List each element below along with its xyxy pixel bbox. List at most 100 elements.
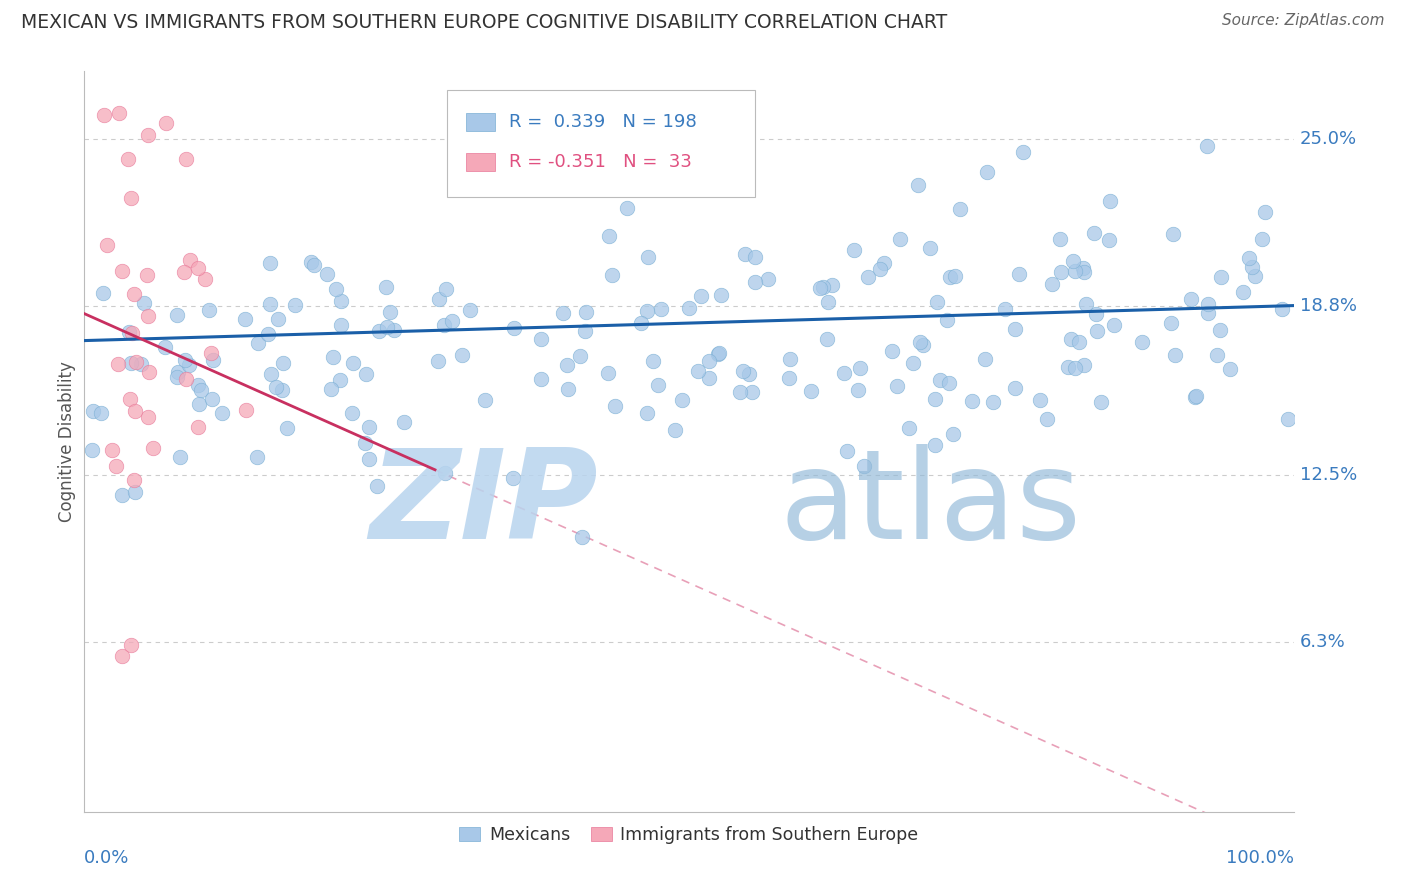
Point [136, 309, 159, 323]
Point [928, 373, 950, 387]
Legend: Mexicans, Immigrants from Southern Europe: Mexicans, Immigrants from Southern Europ… [453, 819, 925, 851]
Point [848, 383, 870, 397]
Point [1241, 260, 1264, 275]
Point [756, 271, 779, 285]
Point [1164, 348, 1187, 362]
Point [993, 301, 1015, 316]
Point [118, 392, 141, 406]
Point [1074, 297, 1097, 311]
Point [530, 372, 553, 386]
Point [820, 278, 842, 293]
Point [924, 392, 946, 407]
Point [907, 178, 929, 192]
Point [129, 357, 152, 371]
Point [671, 392, 693, 407]
Point [832, 367, 855, 381]
Point [1197, 297, 1219, 311]
Point [1083, 226, 1105, 240]
Point [935, 313, 957, 327]
Point [259, 297, 281, 311]
Point [264, 380, 287, 394]
Point [897, 421, 920, 435]
Point [856, 269, 879, 284]
Point [1232, 285, 1254, 300]
Point [1067, 334, 1090, 349]
Point [1244, 269, 1267, 284]
Point [458, 303, 481, 318]
Point [1060, 332, 1083, 346]
Point [173, 265, 195, 279]
Point [918, 241, 941, 255]
Point [779, 352, 801, 367]
Point [1004, 381, 1026, 395]
FancyBboxPatch shape [467, 153, 495, 170]
Point [1206, 349, 1229, 363]
Text: MEXICAN VS IMMIGRANTS FROM SOUTHERN EUROPE COGNITIVE DISABILITY CORRELATION CHAR: MEXICAN VS IMMIGRANTS FROM SOUTHERN EURO… [21, 13, 948, 32]
Point [502, 471, 524, 485]
Point [187, 260, 209, 275]
Point [973, 352, 995, 367]
Point [93, 286, 115, 301]
Point [96, 238, 118, 252]
Point [260, 368, 283, 382]
Point [1042, 277, 1064, 292]
Point [316, 267, 339, 281]
Point [1073, 265, 1095, 279]
Point [124, 485, 146, 500]
Point [1102, 318, 1125, 332]
Point [912, 338, 935, 352]
Point [82, 403, 104, 417]
Point [1251, 232, 1274, 246]
Point [811, 280, 834, 294]
Point [125, 354, 148, 368]
Point [188, 397, 211, 411]
Point [357, 452, 380, 467]
Point [502, 321, 524, 335]
Point [817, 294, 839, 309]
Point [1098, 194, 1121, 208]
Point [284, 298, 307, 312]
Point [198, 303, 221, 318]
Point [664, 423, 686, 437]
Point [427, 292, 450, 306]
Text: 100.0%: 100.0% [1226, 849, 1294, 867]
Point [122, 473, 145, 487]
Point [426, 354, 449, 368]
Point [111, 648, 134, 663]
Point [678, 301, 700, 316]
Point [842, 243, 865, 257]
Point [530, 332, 553, 346]
Point [392, 415, 415, 429]
Point [120, 356, 142, 370]
Point [650, 302, 672, 317]
Point [815, 332, 838, 346]
Point [551, 306, 574, 320]
Point [942, 426, 965, 441]
Point [270, 383, 292, 397]
Point [474, 392, 496, 407]
Point [939, 269, 962, 284]
Point [366, 479, 388, 493]
Point [434, 466, 457, 480]
Point [302, 259, 325, 273]
Point [1209, 270, 1232, 285]
Point [1073, 358, 1095, 372]
Point [200, 346, 222, 360]
Point [329, 318, 352, 332]
Point [1197, 306, 1219, 320]
Point [374, 280, 396, 294]
Point [132, 295, 155, 310]
Point [647, 377, 669, 392]
Point [166, 370, 188, 384]
Point [1090, 394, 1112, 409]
Point [121, 326, 143, 340]
Point [329, 294, 352, 309]
Point [600, 268, 623, 282]
Text: ZIP: ZIP [370, 444, 599, 565]
Point [1007, 267, 1029, 281]
Point [927, 294, 949, 309]
Point [710, 288, 733, 302]
Point [1185, 389, 1208, 403]
Point [271, 356, 294, 370]
Point [108, 105, 131, 120]
